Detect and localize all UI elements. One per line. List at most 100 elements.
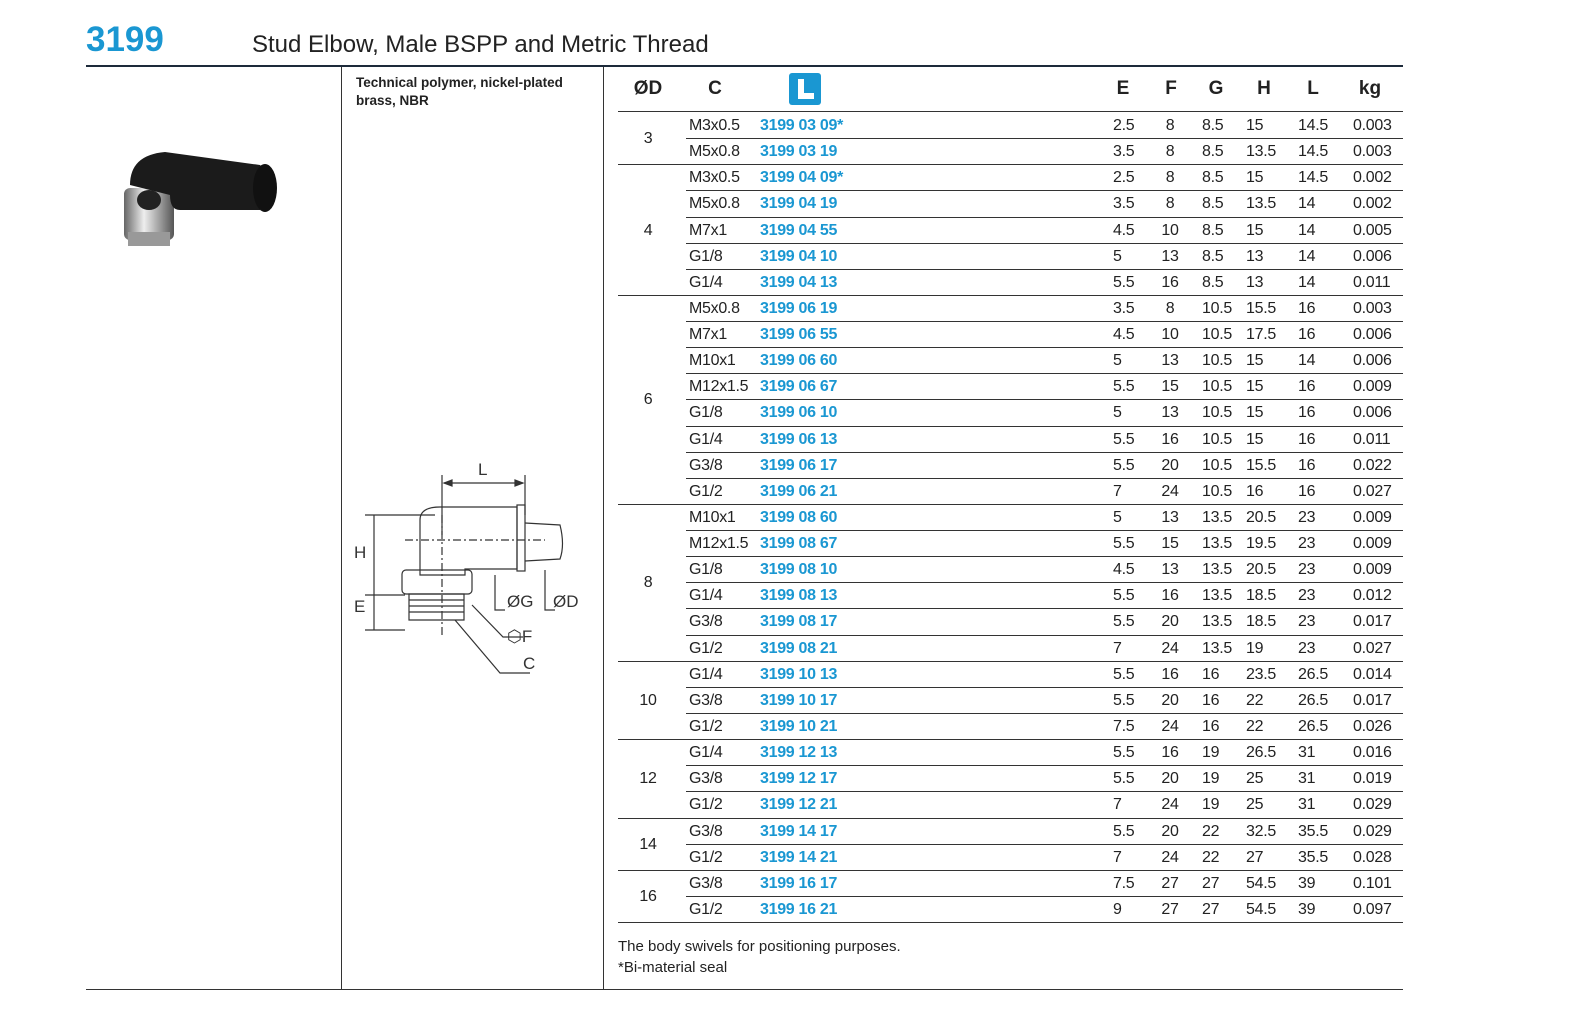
- row-rule: [686, 843, 1403, 845]
- cell: M3x0.5: [689, 117, 740, 134]
- cell: 0.017: [1353, 691, 1392, 709]
- cell: 3.5: [1113, 195, 1135, 213]
- bottom-rule: [86, 989, 1403, 990]
- cell: 15: [1161, 535, 1179, 553]
- row-rule: [686, 477, 1403, 479]
- article-code: 3199 08 17: [760, 613, 838, 631]
- article-code: 3199 10 17: [760, 691, 838, 709]
- cell: M5x0.8: [689, 299, 740, 317]
- cell: 2.5: [1113, 169, 1135, 187]
- od-value: 14: [639, 835, 657, 853]
- cell: 8.5: [1202, 273, 1224, 291]
- cell: 8.5: [1202, 247, 1224, 265]
- group-rule: [618, 503, 1403, 505]
- cell: 10.5: [1202, 430, 1232, 448]
- cell: 13: [1161, 561, 1179, 579]
- cell: 5.5: [1113, 744, 1135, 762]
- cell: 5.5: [1113, 430, 1135, 448]
- column-header: L: [1307, 78, 1319, 99]
- cell: 27: [1161, 900, 1179, 918]
- notes: The body swivels for positioning purpose…: [618, 936, 901, 978]
- row-rule: [686, 791, 1403, 793]
- od-value: 8: [643, 574, 653, 592]
- article-code: 3199 06 19: [760, 299, 838, 317]
- cell: 25: [1246, 796, 1264, 814]
- cell: 24: [1161, 482, 1179, 500]
- cell: G1/8: [689, 247, 723, 265]
- cell: 9: [1113, 900, 1122, 918]
- dim-label: ØG: [507, 592, 533, 611]
- row-rule: [686, 190, 1403, 192]
- cell: 16: [1298, 404, 1316, 422]
- cell: M5x0.8: [689, 195, 740, 213]
- article-code: 3199 08 10: [760, 561, 838, 579]
- cell: 0.006: [1353, 247, 1392, 265]
- cell: 5.5: [1113, 665, 1135, 683]
- cell: 0.002: [1353, 169, 1392, 187]
- cell: 16: [1161, 587, 1179, 605]
- article-code: 3199 10 13: [760, 665, 838, 683]
- cell: 8: [1165, 169, 1175, 187]
- cell: 10.5: [1202, 456, 1232, 474]
- article-code: 3199 14 17: [760, 822, 838, 840]
- article-code: 3199 06 17: [760, 456, 838, 474]
- article-code: 3199 04 55: [760, 221, 838, 239]
- cell: 16: [1202, 691, 1220, 709]
- article-code: 3199 12 21: [760, 796, 838, 814]
- cell: 39: [1298, 900, 1316, 918]
- cell: G1/4: [689, 587, 723, 605]
- dim-label: H: [354, 543, 366, 562]
- cell: 7: [1113, 848, 1122, 866]
- header-rule: [618, 111, 1403, 112]
- cell: 24: [1161, 639, 1179, 657]
- cell: G1/2: [689, 482, 723, 500]
- cell: 16: [1298, 299, 1316, 317]
- column-header: F: [1165, 78, 1177, 99]
- cell: 4.5: [1113, 326, 1135, 344]
- cell: 0.009: [1353, 535, 1392, 553]
- cell: 27: [1161, 874, 1179, 892]
- cell: 10: [1161, 326, 1179, 344]
- article-code: 3199 03 19: [760, 143, 838, 161]
- cell: 13: [1246, 273, 1264, 291]
- cell: 14.5: [1298, 117, 1328, 134]
- cell: 24: [1161, 796, 1179, 814]
- cell: 19.5: [1246, 535, 1276, 553]
- cell: 16: [1298, 326, 1316, 344]
- cell: 5.5: [1113, 535, 1135, 553]
- cell: 0.029: [1353, 796, 1392, 814]
- cell: 15: [1161, 378, 1179, 396]
- cell: 13.5: [1202, 613, 1232, 631]
- cell: 0.003: [1353, 117, 1392, 134]
- cell: 16: [1246, 482, 1264, 500]
- cell: 31: [1298, 796, 1316, 814]
- cell: 19: [1202, 744, 1220, 762]
- cell: 13.5: [1202, 639, 1232, 657]
- cell: 8.5: [1202, 143, 1224, 161]
- column-header: ØD: [633, 78, 663, 99]
- cell: 5.5: [1113, 822, 1135, 840]
- cell: 10: [1161, 221, 1179, 239]
- cell: 0.003: [1353, 143, 1392, 161]
- od-value: 3: [643, 130, 653, 148]
- dim-label: L: [478, 460, 487, 479]
- cell: 15: [1246, 378, 1264, 396]
- cell: 7.5: [1113, 874, 1135, 892]
- cell: 20.5: [1246, 561, 1276, 579]
- article-code: 3199 08 21: [760, 639, 838, 657]
- cell: 0.009: [1353, 561, 1392, 579]
- cell: G1/4: [689, 744, 723, 762]
- cell: 14: [1298, 247, 1316, 265]
- cell: 27: [1246, 848, 1264, 866]
- article-code: 3199 06 67: [760, 378, 838, 396]
- od-value: 6: [643, 391, 653, 409]
- dimension-drawing: L H E ØG ØD ⬡F C: [354, 460, 579, 674]
- row-rule: [686, 608, 1403, 610]
- cell: M5x0.8: [689, 143, 740, 161]
- cell: 39: [1298, 874, 1316, 892]
- cell: 0.011: [1353, 273, 1391, 291]
- cell: 7: [1113, 482, 1122, 500]
- group-rule: [618, 660, 1403, 662]
- article-code: 3199 06 13: [760, 430, 838, 448]
- cell: 22: [1246, 717, 1264, 735]
